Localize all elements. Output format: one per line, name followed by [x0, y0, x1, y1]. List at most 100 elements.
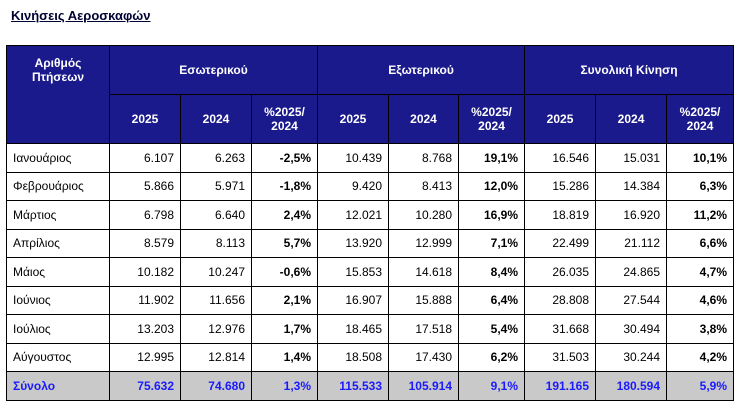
- value-cell: 21.112: [595, 228, 668, 258]
- value-cell: 13.203: [109, 314, 181, 344]
- percent-cell: 6,3%: [666, 171, 735, 201]
- value-cell: 10.247: [180, 257, 252, 287]
- percent-cell: -2,5%: [250, 143, 319, 173]
- percent-cell: 8,4%: [458, 257, 526, 287]
- value-cell: 17.518: [388, 314, 460, 344]
- percent-cell: 10,1%: [666, 143, 735, 173]
- value-cell: 15.888: [388, 285, 460, 315]
- month-cell: Φεβρουάριος: [6, 171, 110, 201]
- value-cell: 75.632: [109, 371, 181, 401]
- value-cell: 115.533: [317, 371, 390, 401]
- value-cell: 27.544: [595, 285, 668, 315]
- value-cell: 191.165: [524, 371, 597, 401]
- month-cell: Μάιος: [6, 257, 110, 287]
- value-cell: 16.907: [317, 285, 390, 315]
- table-row: Ιούνιος 11.902 11.656 2,1% 16.907 15.888 6,4% 2…: [6, 285, 735, 315]
- value-cell: 180.594: [595, 371, 668, 401]
- percent-cell: 6,6%: [666, 228, 735, 258]
- value-cell: 15.286: [524, 171, 597, 201]
- sub-header: 2024: [595, 94, 668, 144]
- percent-cell: 5,7%: [250, 228, 319, 258]
- value-cell: 13.920: [317, 228, 390, 258]
- value-cell: 16.920: [595, 200, 668, 230]
- month-cell: Ιούνιος: [6, 285, 110, 315]
- sub-header: 2024: [388, 94, 460, 144]
- value-cell: 6.107: [109, 143, 181, 173]
- value-cell: 10.182: [109, 257, 181, 287]
- value-cell: 18.465: [317, 314, 390, 344]
- sub-header: %2025/ 2024: [250, 94, 319, 144]
- value-cell: 8.768: [388, 143, 460, 173]
- value-cell: 30.494: [595, 314, 668, 344]
- value-cell: 12.999: [388, 228, 460, 258]
- value-cell: 12.995: [109, 342, 181, 372]
- total-row: Σύνολο 75.632 74.680 1,3% 115.533 105.914 9,1%…: [6, 371, 735, 401]
- corner-header: Αριθμός Πτήσεων: [6, 45, 110, 144]
- value-cell: 18.819: [524, 200, 597, 230]
- percent-cell: 2,4%: [250, 200, 319, 230]
- percent-cell: 16,9%: [458, 200, 526, 230]
- value-cell: 28.808: [524, 285, 597, 315]
- percent-cell: 5,9%: [666, 371, 735, 401]
- percent-cell: 4,7%: [666, 257, 735, 287]
- sub-header: 2025: [317, 94, 390, 144]
- value-cell: 6.263: [180, 143, 252, 173]
- value-cell: 8.113: [180, 228, 252, 258]
- value-cell: 6.798: [109, 200, 181, 230]
- value-cell: 74.680: [180, 371, 252, 401]
- value-cell: 8.579: [109, 228, 181, 258]
- table-row: Μάιος 10.182 10.247 -0,6% 15.853 14.618 8,4% 26…: [6, 257, 735, 287]
- percent-cell: 6,4%: [458, 285, 526, 315]
- value-cell: 16.546: [524, 143, 597, 173]
- value-cell: 18.508: [317, 342, 390, 372]
- value-cell: 10.439: [317, 143, 390, 173]
- sub-header: %2025/ 2024: [666, 94, 735, 144]
- percent-cell: 1,4%: [250, 342, 319, 372]
- value-cell: 14.384: [595, 171, 668, 201]
- value-cell: 24.865: [595, 257, 668, 287]
- value-cell: 10.280: [388, 200, 460, 230]
- percent-cell: 5,4%: [458, 314, 526, 344]
- value-cell: 105.914: [388, 371, 460, 401]
- total-label: Σύνολο: [6, 371, 110, 401]
- percent-cell: 1,3%: [250, 371, 319, 401]
- value-cell: 31.503: [524, 342, 597, 372]
- value-cell: 15.853: [317, 257, 390, 287]
- percent-cell: 4,6%: [666, 285, 735, 315]
- value-cell: 8.413: [388, 171, 460, 201]
- month-cell: Απρίλιος: [6, 228, 110, 258]
- table-row: Μάρτιος 6.798 6.640 2,4% 12.021 10.280 16,9% 18…: [6, 200, 735, 230]
- sub-header: 2024: [180, 94, 252, 144]
- value-cell: 5.866: [109, 171, 181, 201]
- month-cell: Αύγουστος: [6, 342, 110, 372]
- value-cell: 5.971: [180, 171, 252, 201]
- value-cell: 11.902: [109, 285, 181, 315]
- sub-header: %2025/ 2024: [458, 94, 526, 144]
- month-cell: Μάρτιος: [6, 200, 110, 230]
- percent-cell: 19,1%: [458, 143, 526, 173]
- percent-cell: 4,2%: [666, 342, 735, 372]
- value-cell: 12.814: [180, 342, 252, 372]
- table-row: Ιανουάριος 6.107 6.263 -2,5% 10.439 8.768 19,1…: [6, 143, 735, 173]
- percent-cell: -1,8%: [250, 171, 319, 201]
- value-cell: 17.430: [388, 342, 460, 372]
- percent-cell: -0,6%: [250, 257, 319, 287]
- value-cell: 9.420: [317, 171, 390, 201]
- sub-header: 2025: [109, 94, 181, 144]
- value-cell: 12.976: [180, 314, 252, 344]
- table-row: Απρίλιος 8.579 8.113 5,7% 13.920 12.999 7,1% 22…: [6, 228, 735, 258]
- percent-cell: 6,2%: [458, 342, 526, 372]
- month-cell: Ιούλιος: [6, 314, 110, 344]
- percent-cell: 9,1%: [458, 371, 526, 401]
- percent-cell: 7,1%: [458, 228, 526, 258]
- group-header-domestic: Εσωτερικού: [108, 45, 319, 95]
- table-row: Φεβρουάριος 5.866 5.971 -1,8% 9.420 8.413 12,0…: [6, 171, 735, 201]
- group-header-international: Εξωτερικού: [317, 45, 526, 95]
- value-cell: 22.499: [524, 228, 597, 258]
- flights-table: Αριθμός Πτήσεων Εσωτερικού Εξωτερικού Συ…: [6, 45, 735, 401]
- group-header-total: Συνολική Κίνηση: [524, 45, 735, 95]
- value-cell: 6.640: [180, 200, 252, 230]
- value-cell: 30.244: [595, 342, 668, 372]
- value-cell: 15.031: [595, 143, 668, 173]
- percent-cell: 12,0%: [458, 171, 526, 201]
